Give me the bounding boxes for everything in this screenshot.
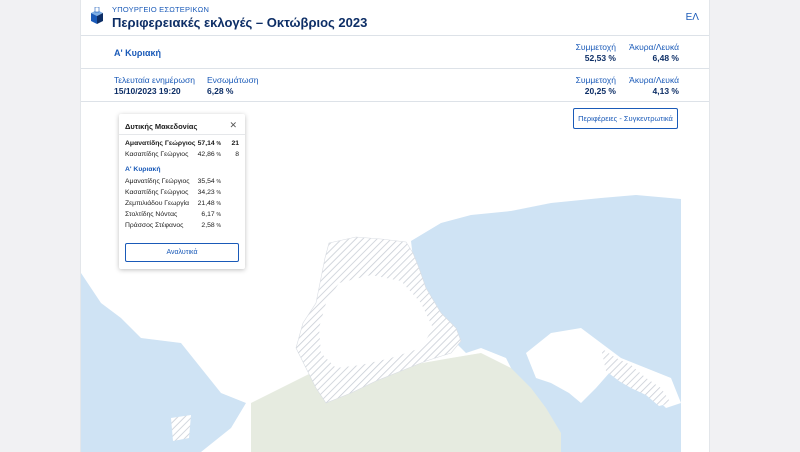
percent-sign: % <box>216 201 221 207</box>
map-canvas[interactable] <box>81 103 710 452</box>
app-header: ΥΠΟΥΡΓΕΙΟ ΕΣΩΤΕΡΙΚΩΝ Περιφερειακές εκλογ… <box>81 0 709 36</box>
sea-area-east <box>411 195 681 452</box>
summary-row-round: Α' Κυριακή Συμμετοχή 52,53 % Άκυρα/Λευκά… <box>81 36 709 69</box>
candidate-row: Κασαπίδης Γεώργιος 34,23 % <box>125 189 239 199</box>
round-label: Α' Κυριακή <box>114 48 161 58</box>
first-round-label: Α' Κυριακή <box>125 166 161 173</box>
candidate-row: Κασαπίδης Γεώργιος 42,86 % 8 <box>125 151 239 161</box>
turnout-value: 52,53 % <box>584 53 616 63</box>
integration-label: Ενσωμάτωση <box>207 75 259 85</box>
invalid2-value: 4,13 % <box>652 86 679 96</box>
candidate-percent: 34,23 <box>197 189 215 196</box>
candidate-percent: 57,14 <box>197 140 215 147</box>
election-map[interactable] <box>81 103 710 452</box>
sea-area <box>81 273 246 452</box>
candidate-percent: 2,58 <box>201 222 215 229</box>
peninsula-hatch <box>601 348 671 406</box>
ballot-box-icon[interactable] <box>89 7 105 25</box>
candidate-seats: 21 <box>231 140 239 147</box>
last-update-value: 15/10/2023 19:20 <box>114 86 181 96</box>
percent-sign: % <box>216 141 221 147</box>
candidate-percent: 35,54 <box>197 178 215 185</box>
percent-sign: % <box>216 152 221 158</box>
details-button[interactable]: Αναλυτικά <box>125 243 239 262</box>
last-update-label: Τελευταία ενημέρωση <box>114 75 195 85</box>
invalid2-label: Άκυρα/Λευκά <box>629 75 679 85</box>
candidate-name: Κασαπίδης Γεώργιος <box>125 151 189 158</box>
candidate-percent: 42,86 <box>197 151 215 158</box>
page-title: Περιφερειακές εκλογές – Οκτώβριος 2023 <box>112 15 368 30</box>
candidate-name: Πράσσος Στέφανος <box>125 222 184 229</box>
candidate-name: Αμανατίδης Γεώργιος <box>125 178 190 185</box>
region-popup: Δυτικής Μακεδονίας ✕ Αμανατίδης Γεώργιος… <box>119 114 245 269</box>
percent-sign: % <box>216 179 221 185</box>
invalid-label: Άκυρα/Λευκά <box>629 42 679 52</box>
candidate-row: Στολτίδης Νόντας 6,17 % <box>125 211 239 221</box>
candidate-name: Αμανατίδης Γεώργιος <box>125 140 196 147</box>
summary-row-update: Τελευταία ενημέρωση 15/10/2023 19:20 Ενσ… <box>81 69 709 102</box>
candidate-row: Ζεμπιλιάδου Γεωργία 21,48 % <box>125 200 239 210</box>
candidate-row: Πράσσος Στέφανος 2,58 % <box>125 222 239 232</box>
candidate-row: Αμανατίδης Γεώργιος 35,54 % <box>125 178 239 188</box>
candidate-seats: 8 <box>235 151 239 158</box>
candidate-row: Αμανατίδης Γεώργιος 57,14 % 21 <box>125 140 239 150</box>
candidate-name: Στολτίδης Νόντας <box>125 211 178 218</box>
region-hatch-small[interactable] <box>171 415 191 441</box>
language-switch[interactable]: ΕΛ <box>685 12 699 23</box>
percent-sign: % <box>216 190 221 196</box>
candidate-name: Κασαπίδης Γεώργιος <box>125 189 189 196</box>
popup-region-title: Δυτικής Μακεδονίας <box>125 122 198 131</box>
regions-summary-button[interactable]: Περιφέρειες - Συγκεντρωτικά <box>573 108 678 129</box>
election-page: ΥΠΟΥΡΓΕΙΟ ΕΣΩΤΕΡΙΚΩΝ Περιφερειακές εκλογ… <box>80 0 710 452</box>
candidate-percent: 6,17 <box>201 211 215 218</box>
turnout2-label: Συμμετοχή <box>575 75 616 85</box>
percent-sign: % <box>216 212 221 218</box>
candidate-percent: 21,48 <box>197 200 215 207</box>
popup-divider <box>119 134 245 135</box>
integration-value: 6,28 % <box>207 86 234 96</box>
close-icon[interactable]: ✕ <box>229 120 237 130</box>
ministry-name: ΥΠΟΥΡΓΕΙΟ ΕΣΩΤΕΡΙΚΩΝ <box>112 5 210 14</box>
turnout-label: Συμμετοχή <box>575 42 616 52</box>
percent-sign: % <box>216 223 221 229</box>
candidate-name: Ζεμπιλιάδου Γεωργία <box>125 200 190 207</box>
turnout2-value: 20,25 % <box>584 86 616 96</box>
region-core <box>319 275 433 368</box>
invalid-value: 6,48 % <box>652 53 679 63</box>
